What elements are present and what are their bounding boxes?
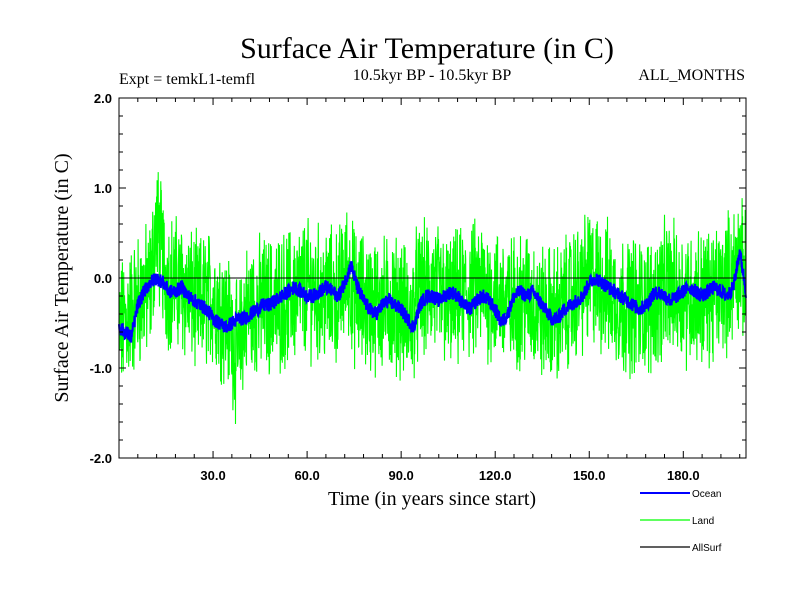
x-tick-label: 120.0 [479,468,512,483]
legend: Ocean Land AllSurf [640,489,722,554]
legend-label-allsurf: AllSurf [692,543,722,554]
x-axis-label: Time (in years since start) [328,488,536,510]
chart-subtitle-center: 10.5kyr BP - 10.5kyr BP [353,67,512,84]
y-tick-label: 0.0 [94,271,112,286]
x-tick-label: 60.0 [294,468,319,483]
x-tick-label: 30.0 [200,468,225,483]
x-tick-label: 150.0 [573,468,606,483]
plot-area [118,172,747,425]
legend-label-ocean: Ocean [692,489,721,500]
chart-title: Surface Air Temperature (in C) [240,32,614,65]
y-tick-label: 1.0 [94,181,112,196]
y-axis-label: Surface Air Temperature (in C) [51,153,73,402]
x-tick-label: 180.0 [667,468,700,483]
y-tick-label: 2.0 [94,91,112,106]
axes-ticks: 2.0 1.0 0.0 -1.0 -2.0 30.0 60.0 90.0 120.0 150.0 1… [90,91,746,483]
y-tick-label: -1.0 [90,361,112,376]
series-line-ocean [118,249,747,343]
x-tick-label: 90.0 [388,468,413,483]
legend-label-land: Land [692,516,714,527]
chart-subtitle-right: ALL_MONTHS [638,67,745,84]
chart-subtitle-left: Expt = temkL1-temfl [119,71,256,88]
y-tick-label: -2.0 [90,451,112,466]
